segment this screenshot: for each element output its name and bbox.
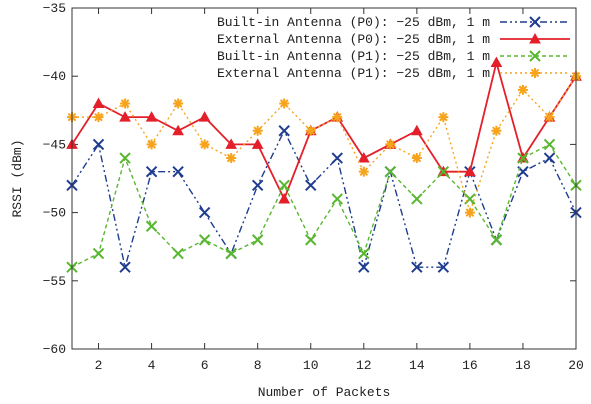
x-tick-label: 16 <box>462 358 478 373</box>
tick-labels: 2 4 6 8 10 12 14 16 18 20 −60 −55 −50 −45 −40 −35 <box>43 1 584 373</box>
legend-label-2: External Antenna (P0): −25 dBm, 1 m <box>217 32 490 47</box>
series-2-point <box>410 124 423 136</box>
series-2-point <box>464 165 476 177</box>
series-1-point <box>331 152 343 164</box>
series-4-line <box>72 75 577 216</box>
series-2-point <box>198 111 211 122</box>
x-tick-label: 20 <box>568 358 584 373</box>
series-3-point <box>464 193 476 205</box>
legend-label-3: Built-in Antenna (P1): −25 dBm, 1 m <box>217 49 490 64</box>
x-tick-label: 12 <box>356 358 372 373</box>
legend-marker-1 <box>529 16 541 28</box>
series-1-point <box>437 261 450 273</box>
y-tick-label: −60 <box>43 342 66 357</box>
series-3 <box>66 138 582 273</box>
series-4-point <box>332 112 343 123</box>
series-3-point <box>358 247 370 260</box>
series-1-point <box>119 261 131 273</box>
series-4-point <box>279 98 290 109</box>
series-4-point <box>358 166 369 177</box>
series-1-point <box>251 179 264 192</box>
series-4-point <box>173 98 184 109</box>
series-1-point <box>278 125 290 137</box>
x-tick-label: 10 <box>303 358 319 373</box>
x-tick-label: 6 <box>201 358 209 373</box>
x-tick-label: 4 <box>148 358 156 373</box>
series-3-point <box>437 165 450 178</box>
series-1-point <box>172 165 184 178</box>
series-1-point <box>543 152 556 164</box>
series-1-point <box>305 179 317 192</box>
series-2-point <box>225 138 238 149</box>
x-tick-label: 14 <box>409 358 425 373</box>
series-4-point <box>120 98 131 109</box>
y-axis-label: RSSI (dBm) <box>10 139 25 217</box>
series-3-point <box>384 165 397 178</box>
series-3-point <box>119 152 131 164</box>
series-3-point <box>198 234 211 246</box>
series-3-point <box>543 138 556 151</box>
series-layer <box>66 56 582 273</box>
x-axis-label: Number of Packets <box>258 385 391 400</box>
series-4-point <box>305 125 316 136</box>
series-4-point <box>411 153 422 164</box>
series-4-point <box>517 84 528 95</box>
series-1-point <box>411 261 423 273</box>
y-tick-label: −35 <box>43 1 66 16</box>
series-4-point <box>464 207 475 218</box>
series-3-point <box>278 179 290 192</box>
legend: Built-in Antenna (P0): −25 dBm, 1 m Exter… <box>217 15 570 81</box>
legend-marker-3 <box>529 50 541 62</box>
series-1-point <box>92 138 105 151</box>
series-3-point <box>225 247 237 260</box>
x-tick-label: 8 <box>254 358 262 373</box>
legend-marker-2 <box>529 32 541 44</box>
series-2-point <box>278 192 291 204</box>
series-1-point <box>198 206 211 219</box>
series-2-point <box>490 56 503 68</box>
series-4 <box>67 71 581 218</box>
series-3-point <box>331 193 343 205</box>
series-3-point <box>411 193 423 205</box>
series-3-point <box>145 220 158 232</box>
series-3-point <box>305 234 317 246</box>
series-1-point <box>358 261 370 273</box>
series-1 <box>66 125 582 273</box>
series-4-point <box>544 112 555 123</box>
series-4-point <box>199 139 210 150</box>
series-2-point <box>145 111 158 122</box>
tick-marks <box>72 7 577 350</box>
series-4-point <box>438 112 449 123</box>
series-4-point <box>491 125 502 136</box>
y-tick-label: −40 <box>43 69 66 84</box>
series-2-point <box>92 97 105 108</box>
series-3-point <box>92 247 105 260</box>
series-4-point <box>93 112 104 123</box>
series-3-point <box>517 152 529 164</box>
plot-frame <box>71 7 577 350</box>
series-4-point <box>226 153 237 164</box>
legend-marker-4 <box>530 68 540 78</box>
series-4-point <box>252 125 263 136</box>
y-tick-label: −45 <box>43 137 66 152</box>
series-3-point <box>172 247 184 260</box>
series-3-point <box>490 234 503 246</box>
series-1-point <box>145 165 158 178</box>
series-3-line <box>71 143 577 268</box>
series-2-point <box>172 124 184 136</box>
legend-label-4: External Antenna (P1): −25 dBm, 1 m <box>217 66 490 81</box>
series-2-point <box>251 138 264 149</box>
series-2-point <box>357 152 370 163</box>
legend-label-1: Built-in Antenna (P0): −25 dBm, 1 m <box>217 15 490 30</box>
series-2-point <box>119 111 131 122</box>
x-tick-label: 18 <box>515 358 531 373</box>
series-3-point <box>251 234 264 246</box>
y-tick-label: −50 <box>43 206 66 221</box>
series-4-point <box>385 139 396 150</box>
x-tick-label: 2 <box>95 358 103 373</box>
series-4-point <box>146 139 157 150</box>
y-tick-label: −55 <box>43 274 66 289</box>
series-1-line <box>71 129 577 270</box>
